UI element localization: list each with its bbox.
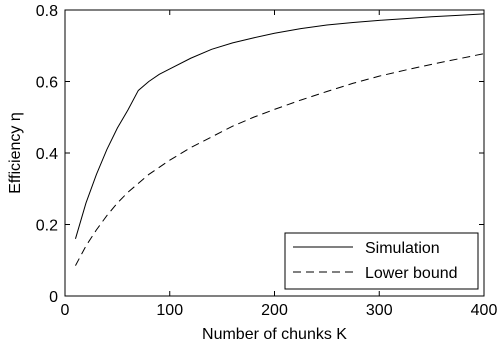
y-tick-label: 0.6 xyxy=(36,75,58,92)
x-tick-label: 300 xyxy=(366,302,393,319)
x-tick-label: 100 xyxy=(156,302,183,319)
y-tick-label: 0.8 xyxy=(36,3,58,20)
tick-layer: 0 100 200 300 400 0 0.2 0.4 0.6 0.8 xyxy=(36,3,498,319)
y-tick-label: 0.2 xyxy=(36,218,58,235)
x-tick-label: 400 xyxy=(471,302,498,319)
y-tick-label: 0 xyxy=(49,289,58,306)
x-tick-label: 0 xyxy=(61,302,70,319)
x-axis-label: Number of chunks K xyxy=(202,326,347,343)
series-layer xyxy=(74,13,485,266)
legend: Simulation Lower bound xyxy=(284,232,479,290)
y-tick-label: 0.4 xyxy=(36,146,58,163)
legend-box xyxy=(284,232,479,290)
series-line-lower-bound xyxy=(75,53,485,266)
legend-label-lower-bound: Lower bound xyxy=(365,265,458,282)
x-tick-label: 200 xyxy=(261,302,288,319)
legend-label-simulation: Simulation xyxy=(365,240,440,257)
y-axis-label: Efficiency η xyxy=(7,112,24,194)
series-line-simulation xyxy=(74,13,485,239)
